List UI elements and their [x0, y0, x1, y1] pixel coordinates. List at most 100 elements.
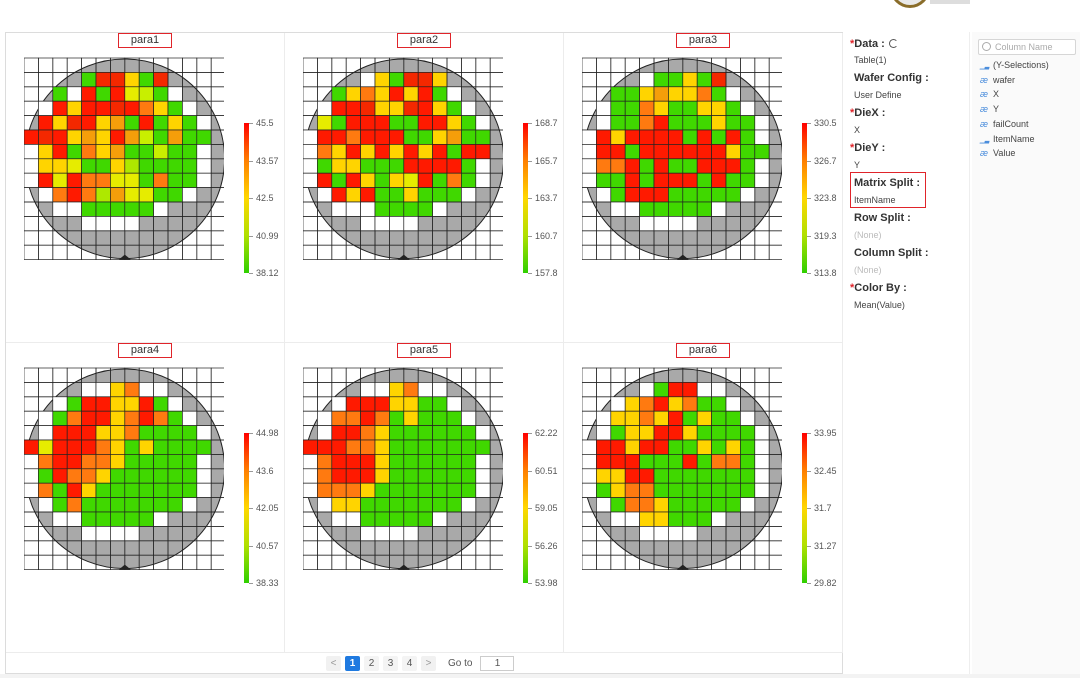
column-item[interactable]: ▁▃ (Y-Selections): [980, 60, 1049, 70]
die-cell: [768, 526, 782, 542]
die-cell: [110, 144, 126, 160]
die-cell: [81, 454, 97, 470]
column-item[interactable]: æ Value: [980, 148, 1015, 158]
die-cell: [596, 230, 612, 246]
wafer-map-title: para5: [397, 343, 451, 358]
column-item[interactable]: æ failCount: [980, 119, 1029, 129]
die-cell: [303, 144, 318, 160]
die-cell: [95, 482, 111, 498]
die-cell: [668, 201, 684, 217]
die-cell: [124, 158, 140, 174]
die-cell: [403, 482, 419, 498]
text-column-icon: æ: [980, 118, 989, 129]
die-cell: [768, 554, 782, 570]
wafer-config-value[interactable]: User Define: [854, 90, 902, 100]
die-cell: [182, 454, 198, 470]
column-item[interactable]: ▁▃ ItemName: [980, 134, 1035, 144]
column-search-input[interactable]: Column Name: [978, 39, 1076, 55]
die-cell: [653, 129, 669, 145]
die-cell: [582, 367, 597, 383]
diey-value[interactable]: Y: [854, 160, 861, 170]
die-cell: [24, 230, 39, 246]
die-cell: [196, 425, 212, 441]
die-cell: [374, 468, 390, 484]
die-cell: [110, 511, 126, 527]
die-cell: [489, 244, 503, 260]
prev-page-button[interactable]: <: [326, 655, 341, 671]
die-cell: [653, 115, 669, 131]
column-split-value[interactable]: (None): [854, 265, 882, 275]
die-cell: [303, 244, 318, 260]
die-cell: [153, 482, 169, 498]
page-1-button[interactable]: 1: [345, 655, 360, 671]
die-cell: [138, 201, 154, 217]
die-cell: [768, 86, 782, 102]
scale-tick: [807, 583, 811, 584]
die-cell: [331, 115, 347, 131]
die-cell: [596, 115, 612, 131]
die-cell: [182, 410, 198, 426]
die-cell: [66, 454, 82, 470]
die-cell: [432, 396, 448, 412]
row-split-value[interactable]: (None): [854, 230, 882, 240]
die-cell: [331, 201, 347, 217]
refresh-icon[interactable]: [888, 39, 898, 48]
die-cell: [596, 172, 612, 188]
die-cell: [81, 158, 97, 174]
die-cell: [124, 526, 140, 542]
die-cell: [81, 115, 97, 131]
die-cell: [52, 57, 68, 73]
die-cell: [446, 439, 462, 455]
die-cell: [417, 425, 433, 441]
die-cell: [210, 230, 224, 246]
page-4-button[interactable]: 4: [402, 655, 417, 671]
die-cell: [403, 129, 419, 145]
wafer-notch: [676, 564, 689, 570]
die-cell: [317, 540, 333, 556]
column-item[interactable]: æ wafer: [980, 75, 1015, 85]
diex-value[interactable]: X: [854, 125, 861, 135]
die-cell: [668, 86, 684, 102]
scale-tick: [807, 160, 811, 162]
die-cell: [66, 425, 82, 441]
die-cell: [138, 454, 154, 470]
color-by-value[interactable]: Mean(Value): [854, 300, 905, 310]
data-value[interactable]: Table(1): [854, 55, 887, 65]
die-cell: [475, 454, 491, 470]
die-cell: [432, 410, 448, 426]
die-cell: [138, 100, 154, 116]
die-cell: [317, 425, 333, 441]
matrix-split-value[interactable]: ItemName: [854, 195, 896, 205]
die-cell: [196, 468, 212, 484]
die-cell: [417, 144, 433, 160]
die-cell: [461, 497, 477, 513]
page-3-button[interactable]: 3: [383, 655, 398, 671]
die-cell: [110, 86, 126, 102]
die-cell: [461, 115, 477, 131]
die-cell: [624, 100, 640, 116]
die-cell: [740, 57, 756, 73]
scale-tick: [249, 433, 253, 434]
die-cell: [711, 144, 727, 160]
scale-tick: [528, 198, 532, 199]
die-cell: [754, 439, 770, 455]
die-cell: [403, 86, 419, 102]
next-page-button[interactable]: >: [421, 655, 436, 671]
die-cell: [639, 172, 655, 188]
scale-tick: [528, 273, 532, 274]
goto-page-input[interactable]: 1: [480, 655, 515, 671]
scale-label: 42.5: [256, 193, 274, 203]
page-2-button[interactable]: 2: [364, 655, 379, 671]
die-cell: [345, 482, 361, 498]
die-cell: [624, 115, 640, 131]
die-cell: [624, 497, 640, 513]
die-cell: [360, 115, 376, 131]
die-cell: [754, 57, 770, 73]
bottom-strip: [0, 674, 1080, 678]
die-cell: [167, 425, 183, 441]
die-cell: [639, 526, 655, 542]
die-cell: [167, 129, 183, 145]
die-cell: [124, 468, 140, 484]
